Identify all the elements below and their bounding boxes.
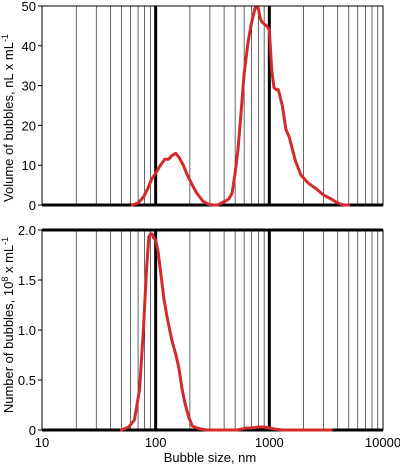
number-y-axis-label: Number of bubbles, 108 x mL-1 [0, 237, 16, 413]
number-y-tick-label: 0.5 [18, 373, 36, 388]
x-tick-label: 10000 [365, 435, 400, 450]
volume-panel: 0 10 20 30 40 50 [22, 0, 384, 213]
volume-y-tick-label: 40 [22, 39, 36, 54]
x-tick-label: 100 [145, 435, 167, 450]
volume-plot-frame [41, 5, 384, 206]
number-panel: 0 0.5 1.0 1.5 2.0 10 100 1000 10000 [18, 223, 400, 450]
number-distribution-line [119, 232, 333, 432]
volume-y-tick-label: 20 [22, 118, 36, 133]
x-tick-label: 10 [35, 435, 49, 450]
x-tick-label: 1000 [255, 435, 284, 450]
number-y-tick-label: 1.0 [18, 323, 36, 338]
volume-distribution-line [130, 6, 351, 207]
volume-y-tick-label: 0 [29, 198, 36, 213]
volume-y-tick-label: 10 [22, 158, 36, 173]
x-axis-label: Bubble size, nm [164, 450, 257, 465]
volume-y-axis-label: Volume of bubbles, nL x mL-1 [0, 34, 16, 202]
volume-y-tick-label: 30 [22, 79, 36, 94]
number-y-tick-label: 1.5 [18, 273, 36, 288]
number-y-tick-label: 2.0 [18, 223, 36, 238]
number-plot-frame [41, 229, 384, 431]
number-y-tick-label: 0 [29, 423, 36, 438]
volume-y-tick-label: 50 [22, 0, 36, 14]
